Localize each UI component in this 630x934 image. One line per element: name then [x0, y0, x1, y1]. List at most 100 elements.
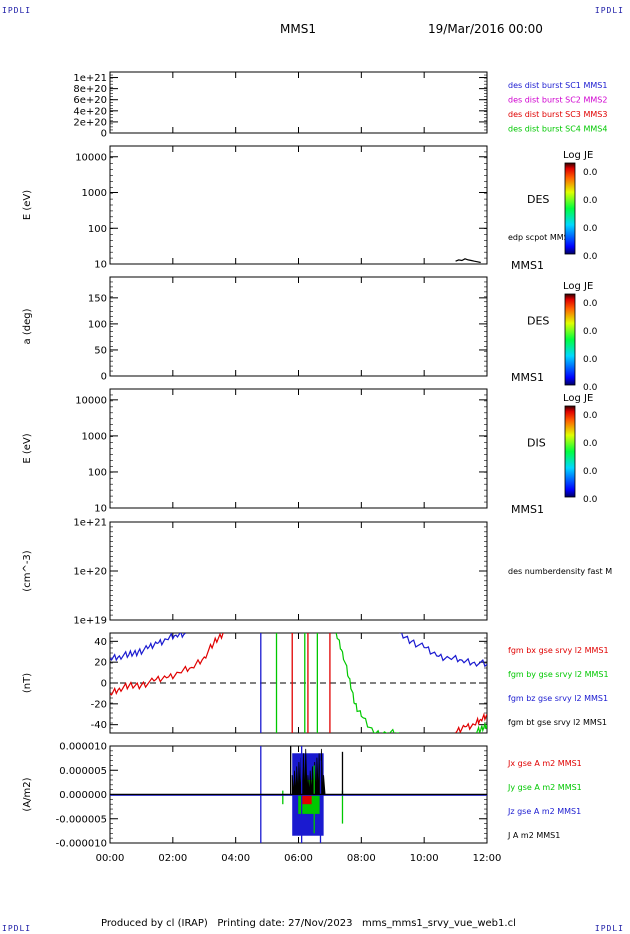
- burst-ytick-label: 1e+21: [73, 73, 107, 84]
- des-energy-overlay-label: edp scpot MMS1: [508, 233, 574, 242]
- des-energy-ytick-label: 100: [88, 224, 107, 235]
- des-energy-colorbar-title: Log JE: [563, 150, 593, 161]
- current-legend-entry: J A m2 MMS1: [507, 831, 560, 840]
- des-energy-colorbar-value: 0.0: [583, 224, 598, 234]
- des-pitch-ytick-label: 0: [101, 372, 107, 383]
- fgm-ylabel: (nT): [22, 673, 33, 693]
- des-energy-ytick-label: 10000: [75, 152, 107, 163]
- dis-energy-species-label: DIS: [527, 437, 546, 450]
- burst-ytick-label: 6e+20: [73, 95, 107, 106]
- corner-label-bottom-left: IPDLI: [2, 924, 32, 933]
- date-title: 19/Mar/2016 00:00: [428, 22, 543, 36]
- fgm-legend-entry: fgm bz gse srvy l2 MMS1: [508, 694, 608, 703]
- current-ytick-label: 0.000005: [59, 766, 107, 777]
- current-legend-entry: Jx gse A m2 MMS1: [507, 759, 582, 768]
- des-energy-ylabel: E (eV): [22, 190, 33, 220]
- current-legend-entry: Jz gse A m2 MMS1: [507, 807, 581, 816]
- time-tick-label: 06:00: [284, 853, 313, 864]
- des-energy-frame: [109, 145, 488, 265]
- fgm-legend-entry: fgm by gse srvy l2 MMS1: [508, 670, 609, 679]
- fgm-ytick-label: 20: [94, 658, 107, 669]
- time-tick-label: 12:00: [473, 853, 502, 864]
- burst-legend-entry: des dist burst SC3 MMS3: [508, 110, 607, 119]
- corner-label-top-right: IPDLI: [594, 6, 624, 15]
- dis-energy-colorbar-value: 0.0: [583, 411, 598, 421]
- dis-energy-colorbar: [564, 405, 576, 498]
- time-tick-label: 02:00: [158, 853, 187, 864]
- density-ylabel: (cm^-3): [22, 550, 33, 591]
- spacecraft-title: MMS1: [280, 22, 316, 36]
- des-energy-overlay-line: [455, 258, 481, 264]
- fgm-ytick-label: 0: [101, 679, 107, 690]
- des-energy-spacecraft-label: MMS1: [511, 259, 544, 272]
- des-pitch-ytick-label: 100: [88, 319, 107, 330]
- des-pitch-frame: [109, 276, 488, 377]
- des-energy-ytick-label: 10: [94, 260, 107, 271]
- fgm-legend-entry: fgm bt gse srvy l2 MMS1: [508, 718, 607, 727]
- fgm-ytick-label: -20: [91, 699, 107, 710]
- dis-energy-colorbar-value: 0.0: [583, 439, 598, 449]
- burst-ytick-label: 0: [101, 129, 107, 140]
- des-energy-colorbar: [564, 162, 576, 255]
- time-tick-label: 00:00: [96, 853, 125, 864]
- density-ytick-label: 1e+21: [73, 518, 107, 529]
- des-pitch-species-label: DES: [527, 315, 549, 328]
- des-pitch-spacecraft-label: MMS1: [511, 371, 544, 384]
- burst-ytick-label: 8e+20: [73, 84, 107, 95]
- current-ytick-label: -0.000010: [56, 839, 107, 850]
- density-frame: [109, 521, 488, 621]
- density-ytick-label: 1e+20: [73, 567, 107, 578]
- footer-credits: Produced by cl (IRAP) Printing date: 27/…: [101, 918, 516, 929]
- time-tick-label: 04:00: [221, 853, 250, 864]
- dis-energy-colorbar-value: 0.0: [583, 495, 598, 505]
- current-ytick-label: 0.000000: [59, 790, 107, 801]
- burst-legend-entry: des dist burst SC1 MMS1: [508, 81, 607, 90]
- current-legend-entry: Jy gse A m2 MMS1: [507, 783, 582, 792]
- des-energy-ytick-label: 1000: [82, 188, 107, 199]
- des-pitch-ylabel: a (deg): [22, 308, 33, 344]
- burst-frame: [109, 71, 488, 134]
- des-energy-colorbar-value: 0.0: [583, 196, 598, 206]
- burst-legend-entry: des dist burst SC4 MMS4: [508, 125, 607, 134]
- burst-ytick-label: 4e+20: [73, 106, 107, 117]
- des-pitch-colorbar-value: 0.0: [583, 355, 598, 365]
- dis-energy-colorbar-value: 0.0: [583, 467, 598, 477]
- fgm-series-line: [110, 633, 487, 733]
- dis-energy-ytick-label: 100: [88, 467, 107, 478]
- fgm-ytick-label: 40: [94, 637, 107, 648]
- des-energy-species-label: DES: [527, 193, 549, 206]
- des-energy-colorbar-value: 0.0: [583, 252, 598, 262]
- fgm-ytick-label: -40: [91, 720, 107, 731]
- des-pitch-colorbar-value: 0.0: [583, 327, 598, 337]
- corner-label-bottom-right: IPDLI: [594, 924, 624, 933]
- current-ytick-label: 0.000010: [59, 742, 107, 753]
- density-legend-entry: des numberdensity fast M: [508, 567, 612, 576]
- dis-energy-frame: [109, 388, 488, 509]
- current-burst-jmag: [291, 748, 326, 795]
- fgm-legend-entry: fgm bx gse srvy l2 MMS1: [508, 646, 609, 655]
- burst-legend-entry: des dist burst SC2 MMS2: [508, 96, 607, 105]
- des-pitch-colorbar: [564, 293, 576, 386]
- des-pitch-colorbar-value: 0.0: [583, 383, 598, 393]
- dis-energy-ytick-label: 10000: [75, 395, 107, 406]
- des-energy-colorbar-value: 0.0: [583, 168, 598, 178]
- dis-energy-ylabel: E (eV): [22, 433, 33, 463]
- dis-energy-spacecraft-label: MMS1: [511, 503, 544, 516]
- dis-energy-colorbar-title: Log JE: [563, 393, 593, 404]
- current-ylabel: (A/m2): [22, 777, 33, 811]
- des-pitch-colorbar-value: 0.0: [583, 299, 598, 309]
- dis-energy-ytick-label: 10: [94, 504, 107, 515]
- des-pitch-ytick-label: 50: [94, 345, 107, 356]
- corner-label-top-left: IPDLI: [2, 6, 32, 15]
- fgm-series-line: [110, 633, 487, 668]
- burst-ytick-label: 2e+20: [73, 117, 107, 128]
- fgm-series-line: [335, 633, 487, 733]
- density-ytick-label: 1e+19: [73, 616, 107, 627]
- current-ytick-label: -0.000005: [56, 814, 107, 825]
- time-tick-label: 08:00: [347, 853, 376, 864]
- dis-energy-ytick-label: 1000: [82, 431, 107, 442]
- des-pitch-colorbar-title: Log JE: [563, 281, 593, 292]
- des-pitch-ytick-label: 150: [88, 293, 107, 304]
- time-tick-label: 10:00: [410, 853, 439, 864]
